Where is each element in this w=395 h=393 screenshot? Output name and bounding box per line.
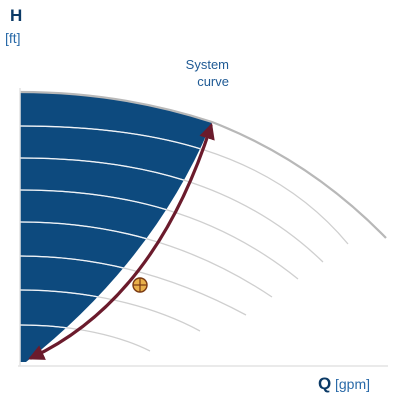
operating-region: [20, 92, 212, 362]
x-axis-unit: [gpm]: [335, 376, 370, 392]
y-axis-unit: [ft]: [5, 30, 21, 46]
y-axis-letter: H: [10, 6, 22, 25]
system-curve-label-line2: curve: [197, 74, 229, 89]
x-axis-letter: Q: [318, 374, 331, 393]
pump-curve-max: [19, 90, 387, 239]
system-curve-label-line1: System: [186, 57, 229, 72]
system-curve: [28, 122, 215, 360]
operating-point: [132, 277, 148, 293]
